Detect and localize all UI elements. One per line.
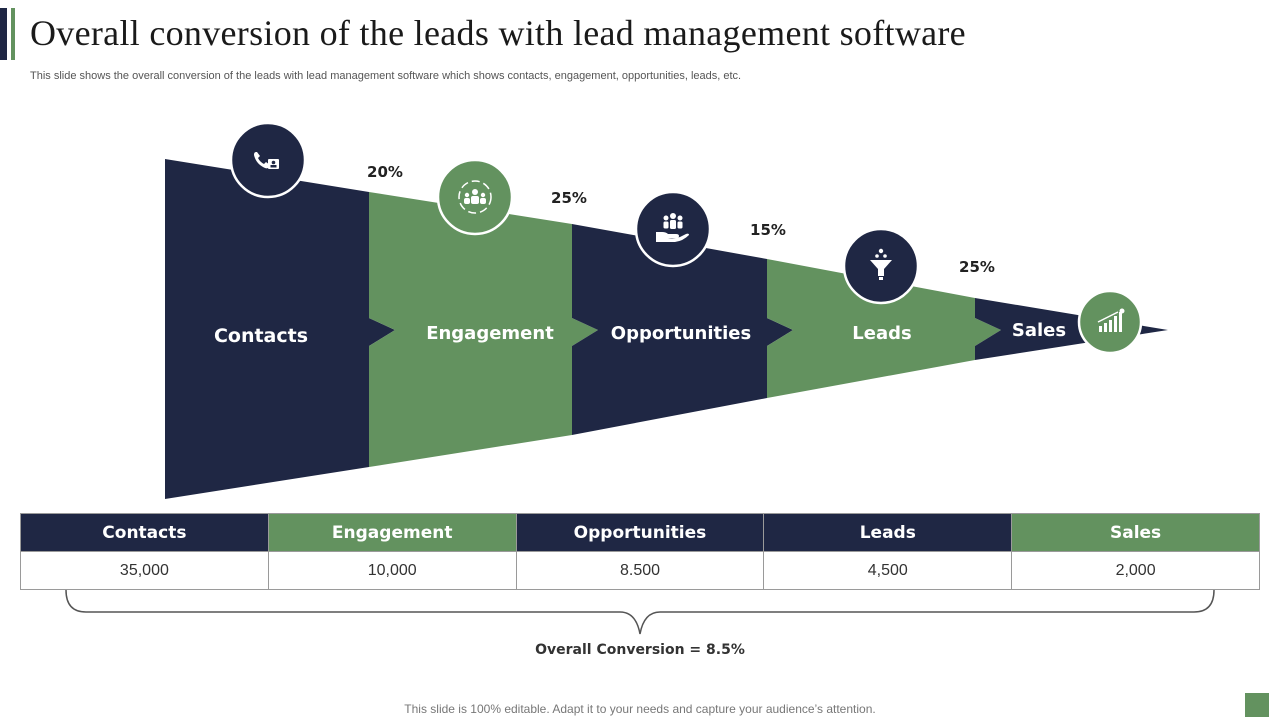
footer-note: This slide is 100% editable. Adapt it to…	[404, 702, 876, 716]
phone-contact-icon	[229, 121, 307, 199]
table-header-leads: Leads	[763, 513, 1013, 552]
stage-label-contacts: Contacts	[214, 325, 308, 347]
hand-people-icon	[634, 190, 712, 268]
table-header-engagement: Engagement	[267, 513, 517, 552]
stage-label-sales: Sales	[1012, 320, 1066, 341]
title-accent-bar-green	[11, 8, 15, 60]
overall-conversion: Overall Conversion = 8.5%	[535, 642, 745, 658]
funnel-segment-sales	[975, 298, 1168, 360]
table-header-row: Contacts Engagement Opportunities Leads …	[20, 513, 1260, 552]
funnel-segment-leads	[767, 259, 1001, 398]
page-title: Overall conversion of the leads with lea…	[30, 13, 966, 53]
table-value-sales: 2,000	[1011, 551, 1260, 590]
table-header-sales: Sales	[1011, 513, 1260, 552]
corner-accent-square	[1245, 693, 1269, 717]
funnel-segment-opportunities	[572, 224, 793, 435]
rate-engagement-to-opportunities: 25%	[551, 189, 587, 207]
table-value-leads: 4,500	[763, 551, 1013, 590]
table-header-opportunities: Opportunities	[515, 513, 765, 552]
funnel-segment-contacts	[165, 159, 395, 499]
conversion-data-table: Contacts Engagement Opportunities Leads …	[20, 513, 1260, 590]
stage-label-leads: Leads	[852, 323, 911, 344]
page-subtitle: This slide shows the overall conversion …	[30, 70, 742, 82]
table-value-engagement: 10,000	[267, 551, 517, 590]
growth-chart-icon	[1077, 289, 1143, 355]
stage-label-engagement: Engagement	[426, 323, 554, 344]
table-value-opportunities: 8.500	[515, 551, 765, 590]
table-row: 35,000 10,000 8.500 4,500 2,000	[20, 551, 1260, 590]
funnel-segment-engagement	[369, 192, 598, 467]
rate-opportunities-to-leads: 15%	[750, 221, 786, 239]
stage-label-opportunities: Opportunities	[611, 323, 751, 344]
rate-leads-to-sales: 25%	[959, 258, 995, 276]
table-value-contacts: 35,000	[20, 551, 269, 590]
funnel-filter-icon	[842, 227, 920, 305]
rate-contacts-to-engagement: 20%	[367, 163, 403, 181]
team-engagement-icon	[436, 158, 514, 236]
table-header-contacts: Contacts	[20, 513, 269, 552]
title-accent-bar-dark	[0, 8, 7, 60]
